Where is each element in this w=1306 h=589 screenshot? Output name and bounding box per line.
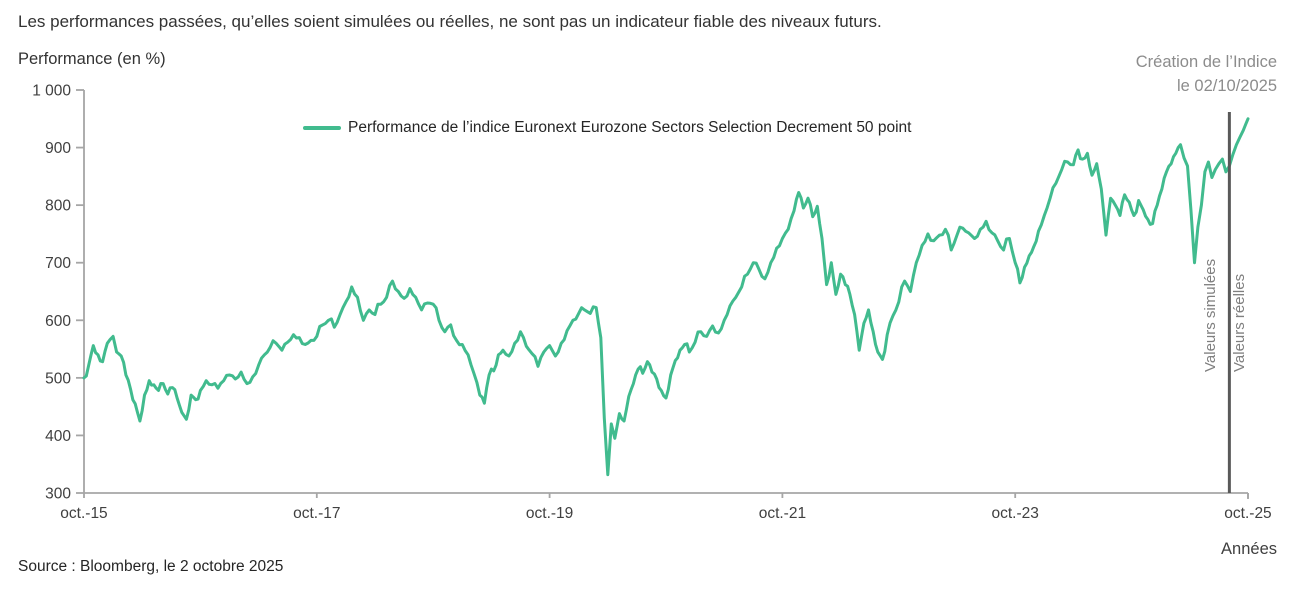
legend: Performance de l’indice Euronext Eurozon… bbox=[303, 119, 911, 137]
index-creation-note-line2: le 02/10/2025 bbox=[1176, 77, 1277, 95]
y-tick-label: 600 bbox=[45, 313, 71, 330]
source-text: Source : Bloomberg, le 2 octobre 2025 bbox=[18, 558, 284, 575]
x-tick-label: oct.-19 bbox=[526, 505, 573, 522]
simulated-values-label: Valeurs simulées bbox=[1202, 258, 1219, 372]
axes-lines bbox=[83, 90, 1248, 494]
y-tick-label: 700 bbox=[45, 255, 71, 272]
legend-line-swatch bbox=[303, 126, 341, 130]
past-performance-disclaimer: Les performances passées, qu’elles soien… bbox=[18, 12, 882, 31]
y-tick-label: 300 bbox=[45, 486, 71, 503]
index-creation-note-line1: Création de l’Indice bbox=[1135, 53, 1277, 71]
y-tick-label: 500 bbox=[45, 370, 71, 387]
x-axis-title: Années bbox=[1221, 540, 1277, 558]
y-axis-title: Performance (en %) bbox=[18, 50, 166, 68]
y-tick-label: 900 bbox=[45, 140, 71, 157]
x-tick-label: oct.-17 bbox=[293, 505, 340, 522]
x-tick-label: oct.-21 bbox=[759, 505, 806, 522]
x-tick-label: oct.-25 bbox=[1224, 505, 1271, 522]
legend-label: Performance de l’indice Euronext Eurozon… bbox=[348, 119, 912, 136]
y-tick-label: 1 000 bbox=[32, 83, 71, 100]
index-creation-note: Création de l’Indice le 02/10/2025 bbox=[1136, 50, 1277, 98]
y-tick-label: 400 bbox=[45, 428, 71, 445]
performance-series-line bbox=[82, 117, 1250, 477]
x-tick-label: oct.-15 bbox=[60, 505, 107, 522]
y-tick-label: 800 bbox=[45, 198, 71, 215]
x-tick-label: oct.-23 bbox=[992, 505, 1039, 522]
real-values-label: Valeurs réelles bbox=[1231, 273, 1248, 372]
